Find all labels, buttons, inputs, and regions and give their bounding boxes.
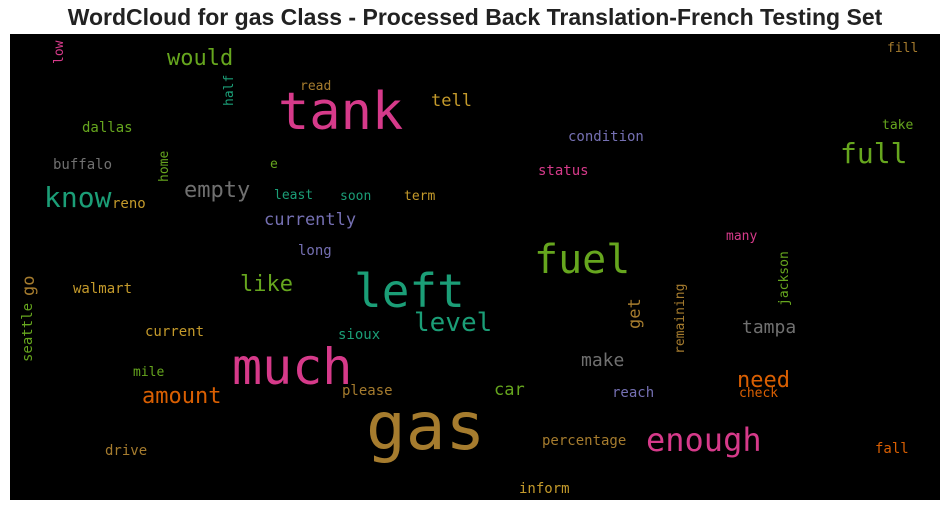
word-e: e: [270, 157, 278, 172]
word-least: least: [274, 188, 314, 203]
word-currently: currently: [264, 210, 357, 230]
word-low: low: [52, 40, 67, 64]
word-buffalo: buffalo: [53, 157, 113, 173]
word-would: would: [167, 46, 234, 71]
word-reach: reach: [612, 385, 655, 401]
word-gas: gas: [366, 388, 486, 465]
word-fuel: fuel: [534, 237, 631, 283]
word-tell: tell: [431, 91, 472, 111]
word-read: read: [300, 79, 332, 94]
word-condition: condition: [568, 129, 644, 145]
word-need: need: [737, 368, 790, 393]
word-make: make: [581, 350, 625, 371]
word-level: level: [414, 308, 493, 338]
word-please: please: [342, 383, 393, 399]
word-half: half: [222, 74, 237, 106]
word-current: current: [145, 324, 205, 340]
word-amount: amount: [142, 384, 222, 409]
word-like: like: [240, 272, 293, 297]
word-take: take: [882, 118, 914, 133]
word-drive: drive: [105, 443, 148, 459]
word-seattle: seattle: [20, 302, 36, 362]
word-walmart: walmart: [73, 281, 133, 297]
word-full: full: [840, 137, 908, 170]
word-term: term: [404, 189, 436, 204]
word-much: much: [232, 338, 353, 396]
word-jackson: jackson: [777, 251, 792, 306]
word-soon: soon: [340, 189, 372, 204]
word-reno: reno: [112, 196, 146, 212]
word-empty: empty: [184, 178, 251, 203]
word-fall: fall: [875, 441, 909, 457]
word-check: check: [739, 386, 779, 401]
word-go: go: [19, 275, 39, 296]
word-car: car: [494, 380, 525, 400]
word-inform: inform: [519, 481, 570, 497]
word-get: get: [625, 298, 645, 329]
word-fill: fill: [887, 41, 919, 56]
word-left: left: [354, 264, 465, 318]
word-long: long: [298, 243, 332, 259]
word-cloud: gas tank much left fuel enough know full level am…: [10, 34, 940, 500]
word-remaining: remaining: [673, 283, 688, 354]
word-percentage: percentage: [542, 433, 627, 449]
word-many: many: [726, 229, 758, 244]
word-home: home: [157, 150, 172, 182]
chart-title: WordCloud for gas Class - Processed Back…: [67, 4, 883, 30]
word-dallas: dallas: [82, 120, 133, 136]
word-mile: mile: [133, 365, 165, 380]
word-tank: tank: [278, 82, 404, 142]
word-tampa: tampa: [742, 317, 797, 338]
word-status: status: [538, 163, 589, 179]
word-enough: enough: [646, 421, 762, 459]
word-know: know: [44, 181, 112, 214]
word-sioux: sioux: [338, 327, 381, 343]
